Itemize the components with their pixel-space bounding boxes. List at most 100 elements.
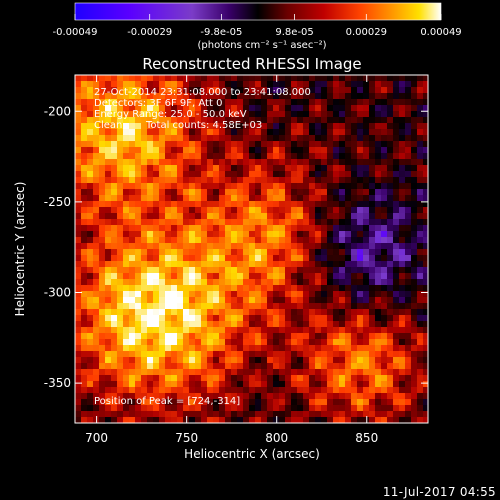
heatmap-cell bbox=[387, 153, 394, 160]
heatmap-cell bbox=[249, 375, 256, 382]
heatmap-cell bbox=[201, 387, 208, 394]
heatmap-cell bbox=[231, 321, 238, 328]
heatmap-cell bbox=[249, 279, 256, 286]
heatmap-cell bbox=[219, 81, 226, 88]
heatmap-cell bbox=[369, 273, 376, 280]
heatmap-cell bbox=[327, 93, 334, 100]
heatmap-cell bbox=[201, 231, 208, 238]
heatmap-cell bbox=[183, 201, 190, 208]
heatmap-cell bbox=[399, 111, 406, 118]
x-axis-label: Heliocentric X (arcsec) bbox=[184, 447, 320, 461]
heatmap-cell bbox=[117, 333, 124, 340]
heatmap-cell bbox=[339, 195, 346, 202]
heatmap-cell bbox=[297, 93, 304, 100]
heatmap-cell bbox=[183, 147, 190, 154]
heatmap-cell bbox=[393, 255, 400, 262]
heatmap-cell bbox=[237, 213, 244, 220]
heatmap-cell bbox=[189, 279, 196, 286]
heatmap-cell bbox=[189, 417, 196, 423]
heatmap-cell bbox=[153, 141, 160, 148]
heatmap-cell bbox=[339, 201, 346, 208]
heatmap-cell bbox=[405, 249, 412, 256]
heatmap-cell bbox=[351, 105, 358, 112]
heatmap-cell bbox=[339, 171, 346, 178]
heatmap-cell bbox=[201, 381, 208, 388]
heatmap-cell bbox=[225, 171, 232, 178]
heatmap-cell bbox=[135, 381, 142, 388]
heatmap-cell bbox=[261, 411, 268, 418]
heatmap-cell bbox=[213, 153, 220, 160]
heatmap-cell bbox=[405, 243, 412, 250]
heatmap-cell bbox=[177, 165, 184, 172]
heatmap-cell bbox=[261, 309, 268, 316]
heatmap-cell bbox=[399, 351, 406, 358]
heatmap-cell bbox=[387, 417, 394, 423]
heatmap-cell bbox=[141, 279, 148, 286]
heatmap-cell bbox=[135, 327, 142, 334]
heatmap-cell bbox=[75, 297, 82, 304]
heatmap-cell bbox=[141, 297, 148, 304]
heatmap-cell bbox=[327, 99, 334, 106]
heatmap-cell bbox=[261, 135, 268, 142]
heatmap-cell bbox=[399, 201, 406, 208]
heatmap-cell bbox=[369, 405, 376, 412]
heatmap-cell bbox=[231, 135, 238, 142]
heatmap-cell bbox=[213, 375, 220, 382]
heatmap-cell bbox=[207, 375, 214, 382]
heatmap-cell bbox=[291, 273, 298, 280]
heatmap-cell bbox=[195, 117, 202, 124]
heatmap-cell bbox=[75, 351, 82, 358]
heatmap-cell bbox=[393, 369, 400, 376]
heatmap-cell bbox=[111, 219, 118, 226]
heatmap-cell bbox=[153, 291, 160, 298]
heatmap-cell bbox=[111, 177, 118, 184]
heatmap-cell bbox=[177, 99, 184, 106]
heatmap-cell bbox=[411, 387, 418, 394]
heatmap-cell bbox=[171, 393, 178, 400]
heatmap-cell bbox=[123, 117, 130, 124]
heatmap-cell bbox=[357, 387, 364, 394]
heatmap-cell bbox=[231, 333, 238, 340]
heatmap-cell bbox=[99, 387, 106, 394]
heatmap-cell bbox=[171, 327, 178, 334]
time-range-annotation: 27-Oct-2014 23:31:08.000 to 23:41:08.000 bbox=[94, 87, 311, 98]
heatmap-cell bbox=[255, 201, 262, 208]
heatmap-cell bbox=[183, 237, 190, 244]
heatmap-cell bbox=[327, 237, 334, 244]
heatmap-cell bbox=[219, 111, 226, 118]
heatmap-cell bbox=[189, 183, 196, 190]
heatmap-cell bbox=[309, 99, 316, 106]
heatmap-cell bbox=[75, 117, 82, 124]
heatmap-cell bbox=[231, 219, 238, 226]
heatmap-cell bbox=[75, 129, 82, 136]
heatmap-cell bbox=[231, 177, 238, 184]
heatmap-cell bbox=[273, 213, 280, 220]
heatmap-cell bbox=[375, 81, 382, 88]
heatmap-cell bbox=[387, 249, 394, 256]
heatmap-cell bbox=[261, 357, 268, 364]
heatmap-cell bbox=[375, 87, 382, 94]
heatmap-cell bbox=[171, 285, 178, 292]
heatmap-cell bbox=[321, 105, 328, 112]
heatmap-cell bbox=[177, 357, 184, 364]
heatmap-cell bbox=[81, 387, 88, 394]
heatmap-cell bbox=[183, 345, 190, 352]
heatmap-cell bbox=[243, 321, 250, 328]
heatmap-cell bbox=[255, 297, 262, 304]
heatmap-cell bbox=[141, 351, 148, 358]
detectors-annotation: Detectors: 3F 6F 9F, Att 0 bbox=[94, 98, 223, 109]
heatmap-cell bbox=[399, 327, 406, 334]
heatmap-cell bbox=[147, 357, 154, 364]
heatmap-cell bbox=[105, 273, 112, 280]
heatmap-cell bbox=[237, 237, 244, 244]
heatmap-cell bbox=[135, 207, 142, 214]
heatmap-cell bbox=[345, 183, 352, 190]
heatmap-cell bbox=[81, 375, 88, 382]
heatmap-cell bbox=[267, 321, 274, 328]
heatmap-cell bbox=[171, 123, 178, 130]
heatmap-cell bbox=[327, 291, 334, 298]
heatmap-cell bbox=[243, 105, 250, 112]
heatmap-cell bbox=[135, 339, 142, 346]
heatmap-cell bbox=[315, 291, 322, 298]
heatmap-cell bbox=[231, 315, 238, 322]
